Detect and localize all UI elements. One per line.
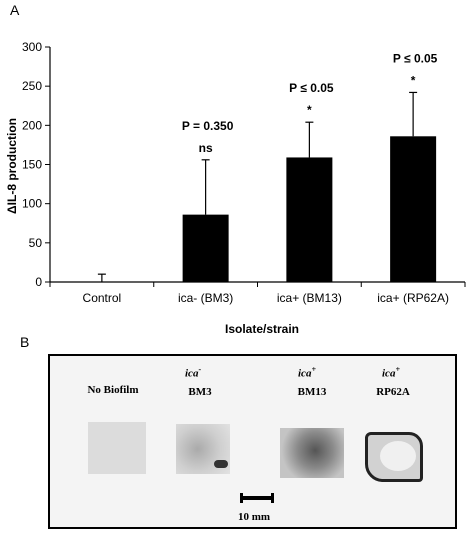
- y-tick-label: 100: [22, 197, 42, 211]
- y-tick-label: 200: [22, 118, 42, 132]
- y-tick-label: 50: [29, 236, 43, 250]
- x-tick-label: ica+ (RP62A): [377, 291, 449, 305]
- swatch-bm13: [280, 428, 344, 478]
- y-tick-label: 300: [22, 40, 42, 54]
- sample-label-bm13: BM13: [297, 386, 327, 398]
- x-axis-title: Isolate/strain: [225, 322, 299, 336]
- bar-chart: ΔIL-8 production Isolate/strain 0 50 100 15…: [5, 40, 466, 336]
- swatch-rp62a: [365, 432, 423, 482]
- sample-label-no-biofilm: No Biofilm: [87, 384, 139, 396]
- x-tick-label: Control: [83, 291, 122, 305]
- bar: [182, 214, 229, 282]
- p-value-label: P = 0.350: [182, 119, 234, 133]
- sample-label-rp62a: RP62A: [376, 386, 410, 398]
- y-axis-title: ΔIL-8 production: [5, 118, 19, 214]
- p-value-label: P ≤ 0.05: [289, 81, 334, 95]
- genotype-label-rp62a: ica+: [382, 365, 401, 380]
- swatch-no-biofilm: [88, 422, 146, 474]
- scale-bar-label: 10 mm: [238, 511, 271, 523]
- significance-mark: *: [307, 103, 312, 117]
- panel-b-label: B: [20, 334, 30, 350]
- y-tick-label: 0: [35, 275, 42, 289]
- biofilm-photo-panel: No Biofilm ica- BM3 ica+ BM13 ica+ RP62A…: [48, 354, 457, 529]
- swatch-bm3: [176, 424, 230, 474]
- y-tick-label: 250: [22, 79, 42, 93]
- y-tick-label: 150: [22, 158, 42, 172]
- x-tick-label: ica+ (BM13): [277, 291, 342, 305]
- significance-mark: ns: [199, 141, 213, 155]
- genotype-label-bm13: ica+: [298, 365, 317, 380]
- bar: [286, 157, 333, 282]
- significance-mark: *: [411, 73, 416, 87]
- x-tick-label: ica- (BM3): [178, 291, 233, 305]
- sample-label-bm3: BM3: [188, 386, 212, 398]
- bar: [390, 136, 437, 282]
- panel-a-label: A: [10, 2, 20, 18]
- scale-bar: [240, 493, 274, 503]
- p-value-label: P ≤ 0.05: [393, 51, 438, 65]
- genotype-label-bm3: ica-: [185, 365, 202, 380]
